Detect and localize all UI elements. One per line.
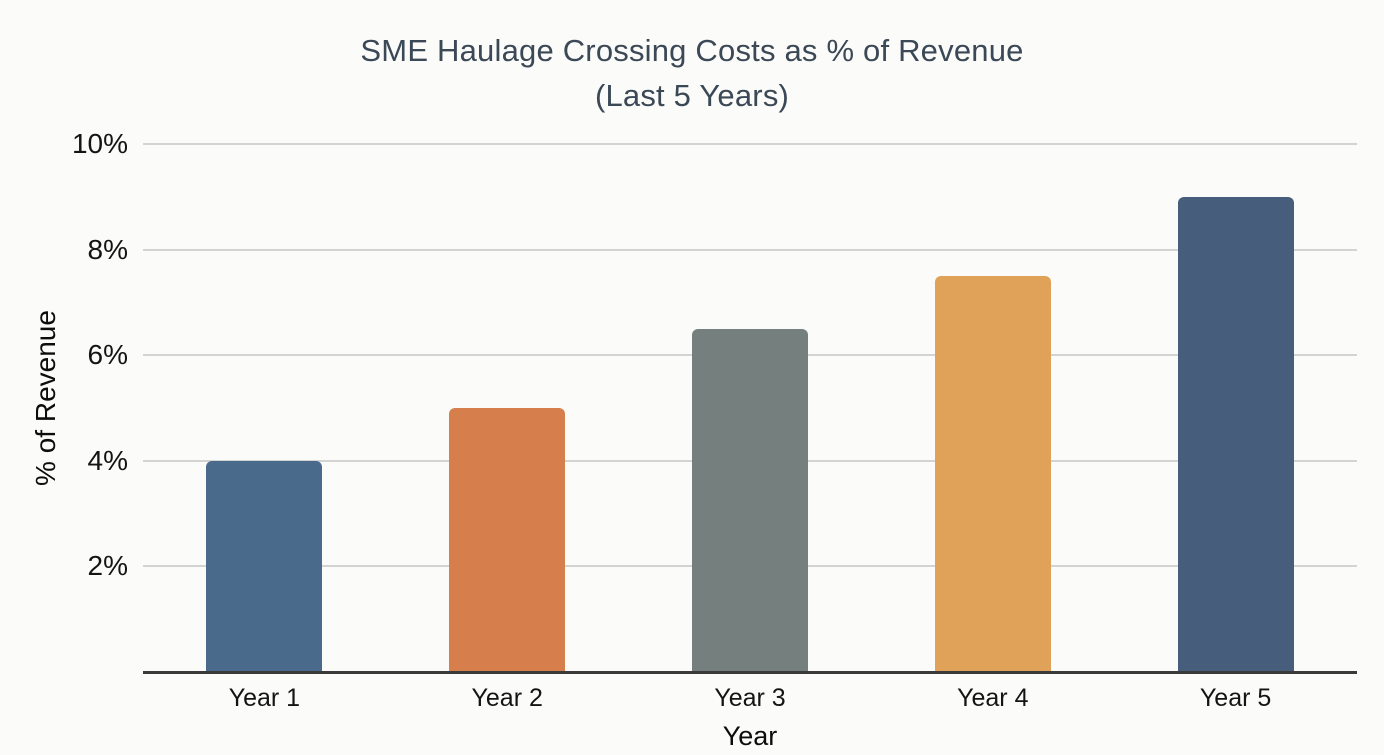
x-tick-label: Year 3 — [714, 684, 786, 712]
x-axis-title: Year — [722, 721, 778, 751]
x-tick-label: Year 4 — [957, 684, 1029, 712]
y-tick-label: 10% — [71, 128, 128, 159]
chart-title: SME Haulage Crossing Costs as % of Reven… — [0, 28, 1384, 118]
gridline — [143, 143, 1357, 145]
bar-year-4 — [934, 276, 1051, 672]
chart-title-line1: SME Haulage Crossing Costs as % of Reven… — [360, 33, 1024, 68]
plot-area: 2% 4% 6% 8% 10% Year 1 Year 2 Year 3 Year 4 Year … — [72, 128, 1357, 712]
x-axis-line — [143, 671, 1357, 674]
bar-year-3 — [692, 328, 808, 672]
y-tick-label: 8% — [87, 233, 128, 265]
y-tick-label: 2% — [87, 550, 128, 582]
bar-year-2 — [449, 408, 566, 672]
y-axis-title: % of Revenue — [30, 310, 61, 486]
y-tick-label: 4% — [87, 444, 128, 476]
chart-title-line2: (Last 5 Years) — [594, 78, 790, 113]
x-tick-label: Year 5 — [1199, 684, 1272, 712]
x-tick-label: Year 2 — [471, 684, 543, 712]
bar-year-5 — [1177, 196, 1294, 672]
bar-year-1 — [206, 460, 323, 672]
x-tick-label: Year 1 — [228, 684, 301, 712]
y-tick-label: 6% — [87, 339, 128, 371]
gridline — [143, 248, 1357, 251]
